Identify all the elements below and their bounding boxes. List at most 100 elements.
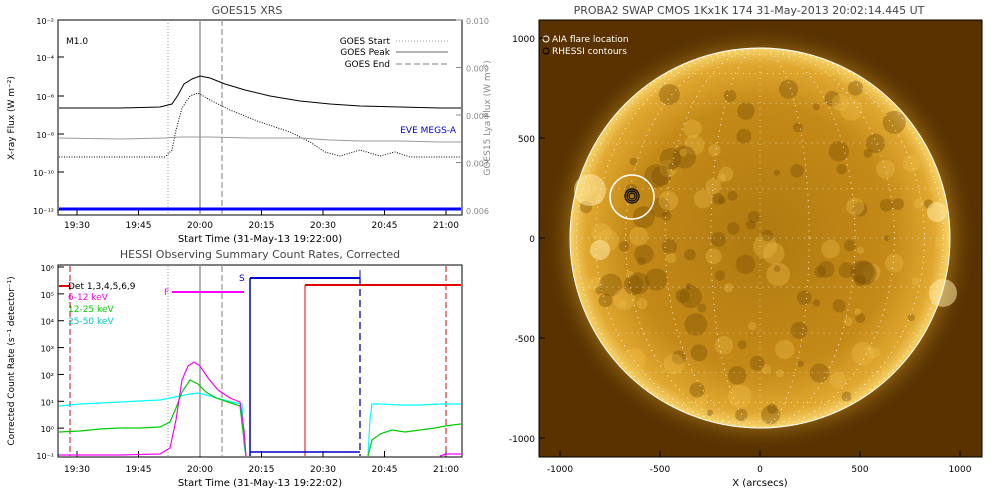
coronal-dark-patch	[727, 365, 747, 385]
swap-legend-rhessi: RHESSI contours	[552, 47, 627, 57]
goes-time-tick-label: 21:00	[433, 221, 459, 231]
goes-right-tick-label: 0.009	[466, 65, 489, 74]
active-region-brightening	[865, 346, 872, 353]
active-region-brightening	[840, 98, 863, 121]
goes-time-axis: 19:30 19:45 20:00 20:15 20:30 20:45 21:00	[64, 209, 459, 231]
swap-y-axis: 1000 500 0 -500 -1000	[509, 35, 545, 445]
coronal-dark-patch	[863, 148, 873, 158]
active-region-brightening	[665, 252, 677, 264]
goes-title: GOES15 XRS	[212, 4, 283, 17]
active-region-brightening	[658, 190, 679, 211]
coronal-dark-patch	[684, 313, 708, 336]
goes-ylabel-right: GOES15 Lya Flux (W m⁻²)	[483, 60, 493, 175]
coronal-dark-patch	[706, 409, 714, 417]
rhessi-contour-inner	[628, 192, 636, 200]
active-region-brightening	[683, 119, 702, 138]
goes-legend: GOES Start GOES Peak GOES End	[340, 37, 448, 70]
coronal-dark-patch	[812, 299, 821, 307]
sun-surface-texture	[574, 74, 957, 425]
active-region-brightening	[766, 262, 790, 287]
swap-x-axis: -1000 -500 0 500 1000	[547, 451, 972, 475]
active-region-brightening	[636, 298, 648, 310]
hessi-y-tick-label: 10⁶	[41, 264, 54, 273]
coronal-dark-patch	[634, 244, 654, 264]
coronal-dark-patch	[854, 274, 866, 287]
coronal-dark-patch	[644, 164, 669, 188]
active-region-brightening	[723, 283, 734, 293]
goes-right-tick-label: 0.006	[466, 207, 489, 216]
active-region-brightening	[589, 276, 604, 292]
active-region-brightening	[752, 234, 777, 259]
active-region-brightening	[911, 277, 920, 286]
goes-long-channel-curve	[59, 75, 461, 109]
active-region-brightening	[913, 198, 925, 209]
coronal-dark-patch	[790, 163, 804, 178]
coronal-dark-patch	[658, 84, 680, 105]
active-region-brightening	[846, 197, 865, 216]
hessi-title: HESSI Observing Summary Count Rates, Cor…	[120, 248, 400, 261]
active-region-brightening	[679, 148, 688, 157]
grid-longitude-line	[710, 47, 810, 429]
coronal-dark-patch	[747, 210, 760, 223]
hessi-flag-f: F	[164, 288, 169, 298]
coronal-dark-patch	[817, 261, 835, 278]
active-region-brightening	[821, 239, 840, 259]
coronal-dark-patch	[737, 340, 747, 350]
swap-y-tick-label: 1000	[512, 35, 535, 45]
goes-legend-start: GOES Start	[340, 37, 391, 47]
coronal-dark-patch	[659, 148, 682, 170]
active-region-brightening	[625, 270, 634, 279]
active-region-brightening	[854, 308, 862, 316]
hessi-25-50-kev-curve	[58, 392, 247, 457]
limb-brightening	[929, 279, 957, 307]
swap-panel: PROBA2 SWAP CMOS 1Kx1K 174 31-May-2013 2…	[509, 4, 983, 489]
coronal-dark-patch	[814, 265, 827, 278]
hessi-ylabel: Corrected Count Rate (s⁻¹ detector⁻¹)	[7, 276, 17, 445]
active-region-brightening	[716, 173, 726, 183]
grid-longitude-line	[625, 47, 895, 429]
active-region-brightening	[629, 226, 649, 246]
goes-eve-label: EVE MEGS-A	[400, 126, 457, 136]
active-region-brightening	[705, 178, 721, 195]
goes-left-tick-label: 10⁻¹⁰	[33, 169, 54, 178]
coronal-dark-patch	[697, 303, 707, 313]
active-region-brightening	[708, 144, 721, 157]
active-region-brightening	[851, 341, 875, 366]
active-region-brightening	[775, 339, 795, 360]
hessi-legend: Det 1,3,4,5,6,9 6-12 keV 12-25 keV 25-50…	[68, 282, 136, 327]
heliographic-grid	[570, 47, 950, 429]
coronal-dark-patch	[679, 285, 702, 309]
coronal-dark-patch	[723, 89, 737, 102]
goes-panel: GOES15 XRS 10⁻² 10⁻⁴ 10⁻⁶ 10⁻⁸ 10⁻¹⁰ 10⁻¹² 0.…	[7, 4, 493, 245]
goes-left-tick-label: 10⁻¹²	[33, 207, 54, 216]
swap-title: PROBA2 SWAP CMOS 1Kx1K 174 31-May-2013 2…	[574, 4, 925, 17]
goes-left-tick-label: 10⁻²	[36, 17, 54, 26]
coronal-dark-patch	[717, 196, 726, 205]
hessi-time-tick-label: 19:30	[64, 465, 90, 475]
goes-left-axis: 10⁻² 10⁻⁴ 10⁻⁶ 10⁻⁸ 10⁻¹⁰ 10⁻¹²	[33, 17, 64, 216]
hessi-y-axis: 10⁶ 10⁵ 10⁴ 10³ 10² 10¹ 10⁰ 10⁻¹	[36, 264, 64, 461]
coronal-dark-patch	[671, 350, 686, 365]
goes-time-tick-label: 20:30	[310, 221, 336, 231]
rhessi-contour-outer	[624, 188, 640, 204]
active-region-brightening	[613, 288, 636, 311]
coronal-dark-patch	[712, 193, 724, 205]
hessi-post-saa-cyan-curve	[367, 403, 461, 457]
active-region-brightening	[885, 253, 904, 273]
hessi-panel: HESSI Observing Summary Count Rates, Cor…	[7, 248, 463, 489]
coronal-dark-patch	[793, 122, 803, 133]
swap-x-tick-label: 1000	[949, 465, 972, 475]
coronal-dark-patch	[661, 239, 677, 255]
active-region-brightening	[684, 134, 705, 155]
active-region-brightening	[591, 223, 612, 243]
coronal-dark-patch	[767, 403, 778, 414]
coronal-dark-patch	[812, 103, 820, 111]
active-region-brightening	[748, 322, 757, 331]
coronal-dark-patch	[809, 363, 830, 383]
coronal-dark-patch	[684, 248, 696, 261]
coronal-dark-patch	[749, 355, 765, 371]
coronal-dark-patch	[661, 210, 672, 222]
hessi-legend-6-12: 6-12 keV	[68, 293, 109, 303]
active-region-brightening	[727, 384, 752, 408]
